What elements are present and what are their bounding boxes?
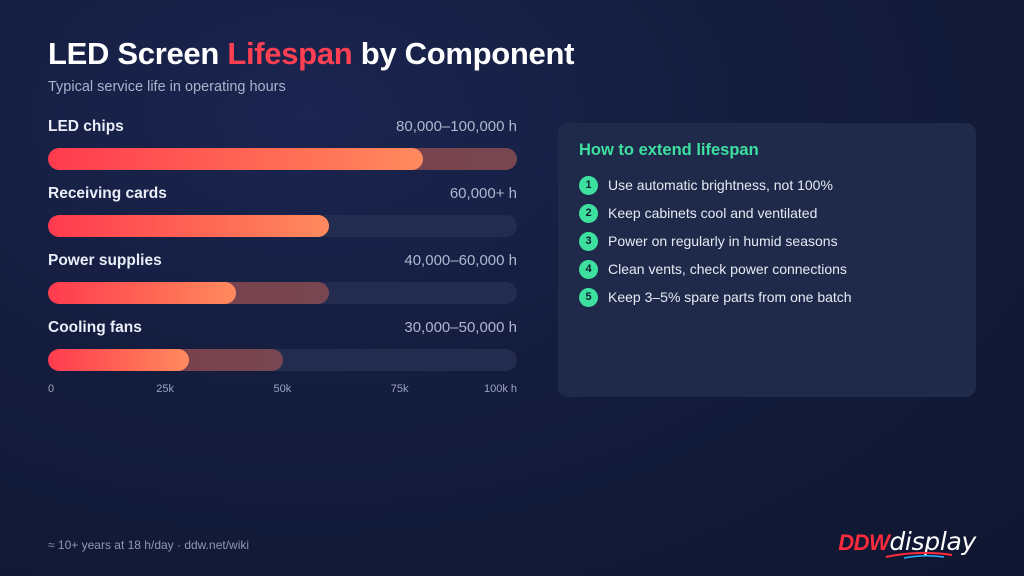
tip-item: 3 Power on regularly in humid seasons	[579, 227, 852, 255]
category-label: Cooling fans	[48, 319, 142, 336]
chart-row-header: Power supplies 40,000–60,000 h	[48, 252, 517, 278]
bar-min-value	[48, 282, 236, 304]
lifespan-bar-chart: LED chips 80,000–100,000 h Receiving cards…	[48, 118, 517, 386]
footnote: ≈ 10+ years at 18 h/day · ddw.net/wiki	[48, 538, 250, 552]
bar-track	[48, 349, 517, 371]
page-title: LED Screen Lifespan by Component	[48, 36, 574, 72]
category-label: Power supplies	[48, 252, 162, 269]
chart-row-header: Receiving cards 60,000+ h	[48, 185, 517, 211]
bar-track	[48, 215, 517, 237]
tips-title: How to extend lifespan	[579, 141, 759, 159]
logo-ddw: DDW	[838, 530, 890, 555]
x-tick-label: 25k	[156, 383, 174, 395]
title-text-end: by Component	[352, 36, 575, 71]
tip-text: Keep 3–5% spare parts from one batch	[608, 289, 852, 305]
chart-row-header: LED chips 80,000–100,000 h	[48, 118, 517, 144]
category-label: Receiving cards	[48, 185, 167, 202]
tip-text: Power on regularly in humid seasons	[608, 233, 838, 249]
bar-min-value	[48, 349, 189, 371]
bar-track	[48, 148, 517, 170]
tip-item: 4 Clean vents, check power connections	[579, 255, 852, 283]
chart-row: Power supplies 40,000–60,000 h	[48, 252, 517, 319]
chart-row: LED chips 80,000–100,000 h	[48, 118, 517, 185]
tip-text: Clean vents, check power connections	[608, 261, 847, 277]
logo-swoosh-icon	[886, 551, 953, 559]
tip-text: Keep cabinets cool and ventilated	[608, 205, 818, 221]
tip-number-badge: 4	[579, 259, 598, 279]
tip-number-badge: 2	[579, 203, 598, 223]
x-axis: 0 25k 50k 75k 100k h	[48, 383, 517, 399]
title-text-start: LED Screen	[48, 36, 228, 71]
bar-min-value	[48, 215, 330, 237]
range-label: 60,000+ h	[449, 185, 517, 202]
chart-row: Receiving cards 60,000+ h	[48, 185, 517, 252]
tip-number-badge: 1	[579, 175, 598, 195]
tip-number-badge: 3	[579, 231, 598, 251]
x-tick-label: 75k	[390, 383, 409, 395]
bar-min-value	[48, 148, 424, 170]
tip-text: Use automatic brightness, not 100%	[608, 177, 833, 193]
ddw-display-logo: DDW display	[838, 524, 976, 559]
tip-number-badge: 5	[579, 287, 598, 307]
chart-row: Cooling fans 30,000–50,000 h	[48, 319, 517, 386]
x-tick-label: 100k h	[484, 383, 518, 395]
range-label: 80,000–100,000 h	[396, 118, 517, 135]
bar-track	[48, 282, 517, 304]
category-label: LED chips	[48, 118, 124, 135]
range-label: 30,000–50,000 h	[404, 319, 517, 336]
x-tick-label: 0	[48, 383, 55, 395]
chart-row-header: Cooling fans 30,000–50,000 h	[48, 319, 517, 345]
tips-list: 1 Use automatic brightness, not 100% 2 K…	[579, 171, 852, 311]
tip-item: 2 Keep cabinets cool and ventilated	[579, 199, 852, 227]
tips-panel: How to extend lifespan 1 Use automatic b…	[558, 123, 976, 397]
range-label: 40,000–60,000 h	[404, 252, 517, 269]
title-accent-word: Lifespan	[227, 36, 353, 71]
tip-item: 1 Use automatic brightness, not 100%	[579, 171, 852, 199]
x-tick-label: 50k	[273, 383, 292, 395]
logo-display: display	[889, 527, 976, 556]
page-subtitle: Typical service life in operating hours	[48, 79, 286, 95]
tip-item: 5 Keep 3–5% spare parts from one batch	[579, 283, 852, 311]
